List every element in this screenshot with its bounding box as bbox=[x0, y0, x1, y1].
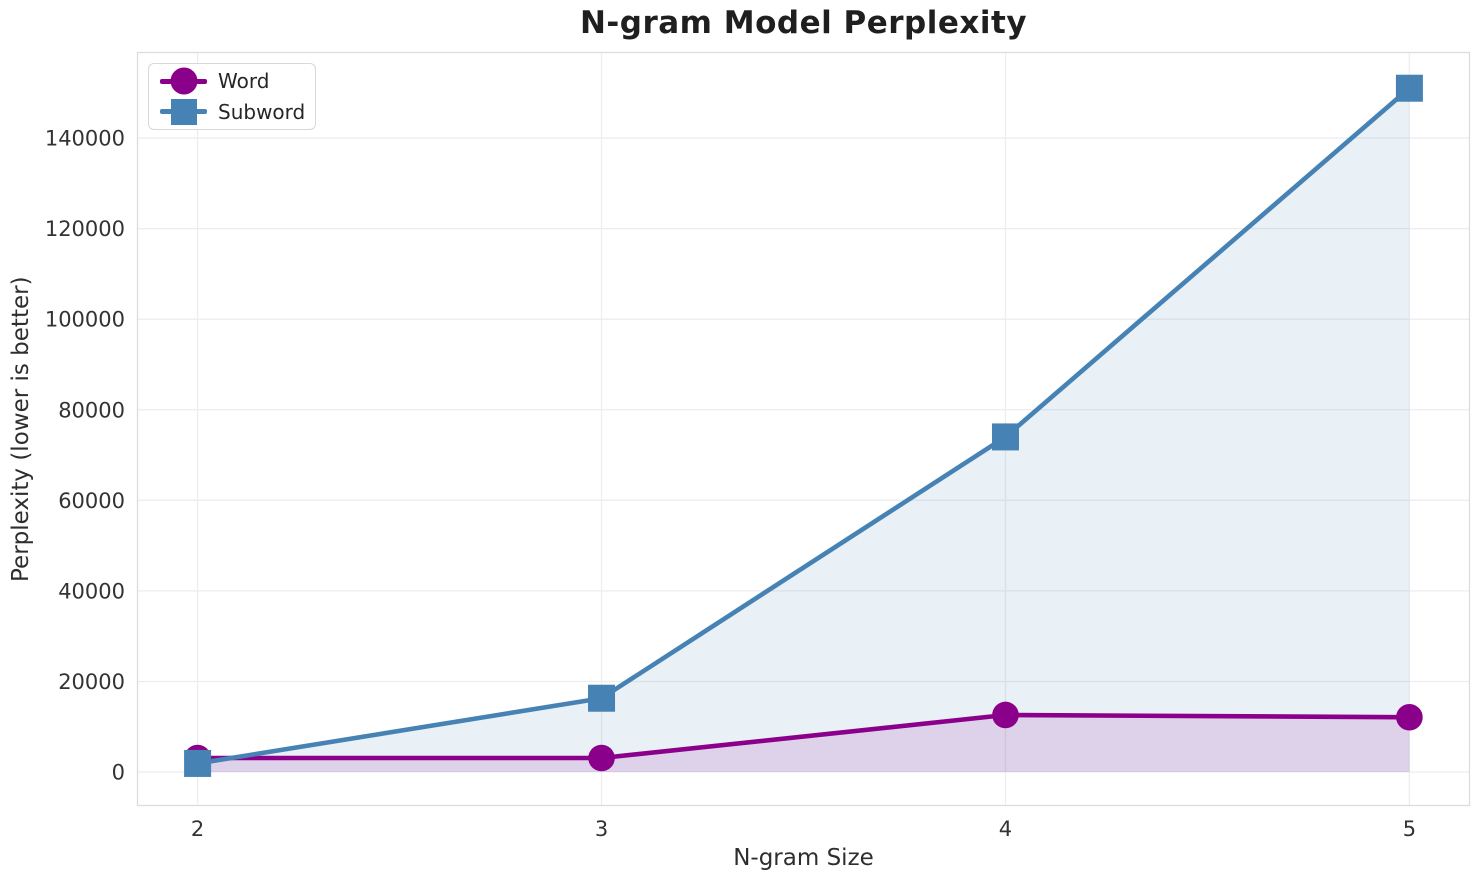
data-point-word bbox=[992, 701, 1019, 729]
x-tick-label: 4 bbox=[999, 817, 1012, 841]
y-tick-label: 100000 bbox=[45, 308, 125, 332]
legend-item-subword: Subword bbox=[149, 97, 315, 127]
data-point-subword bbox=[184, 749, 212, 777]
y-tick-label: 0 bbox=[112, 761, 125, 785]
y-tick-label: 20000 bbox=[58, 670, 125, 694]
data-point-subword bbox=[1395, 74, 1423, 102]
y-tick-label: 140000 bbox=[45, 127, 125, 151]
series-line-word bbox=[195, 712, 1412, 761]
x-tick-label: 5 bbox=[1403, 817, 1416, 841]
chart-title: N-gram Model Perplexity bbox=[579, 5, 1028, 41]
x-tick-label: 3 bbox=[595, 817, 608, 841]
data-point-word bbox=[588, 744, 615, 772]
data-point-subword bbox=[588, 684, 616, 712]
word-circle-marker-icon bbox=[170, 67, 197, 95]
data-point-subword bbox=[991, 423, 1019, 451]
y-tick-label: 120000 bbox=[45, 217, 125, 241]
x-tick-label: 2 bbox=[191, 817, 204, 841]
x-axis-title: N-gram Size bbox=[733, 845, 874, 871]
y-tick-label: 40000 bbox=[58, 579, 125, 603]
legend-item-word: Word bbox=[149, 66, 315, 96]
legend-label: Word bbox=[218, 69, 270, 94]
plot-border bbox=[136, 51, 1471, 807]
y-tick-label: 60000 bbox=[58, 489, 125, 513]
data-point-word bbox=[1396, 703, 1423, 731]
word-series-swatch bbox=[160, 67, 207, 95]
y-tick-label: 80000 bbox=[58, 398, 125, 422]
y-axis-title: Perplexity (lower is better) bbox=[8, 276, 34, 582]
subword-square-marker-icon bbox=[170, 98, 197, 125]
series-area-fill bbox=[197, 714, 1410, 773]
series-area-fill bbox=[197, 88, 1410, 773]
series-line-subword bbox=[195, 85, 1412, 766]
subword-series-swatch bbox=[160, 98, 207, 126]
legend: Word Subword bbox=[148, 63, 316, 130]
legend-label: Subword bbox=[218, 99, 306, 124]
